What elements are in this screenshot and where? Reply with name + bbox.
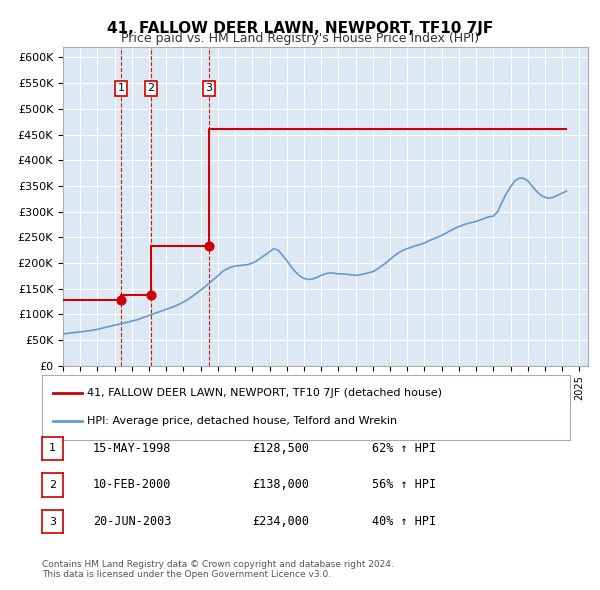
Text: HPI: Average price, detached house, Telford and Wrekin: HPI: Average price, detached house, Telf… (87, 417, 397, 427)
Text: 20-JUN-2003: 20-JUN-2003 (93, 515, 172, 528)
Text: 40% ↑ HPI: 40% ↑ HPI (372, 515, 436, 528)
Text: 3: 3 (205, 83, 212, 93)
Point (204, 241, 214, 250)
Text: 3: 3 (49, 517, 56, 526)
Text: 2: 2 (148, 83, 155, 93)
Text: 56% ↑ HPI: 56% ↑ HPI (372, 478, 436, 491)
Text: 1: 1 (118, 83, 125, 93)
Text: 10-FEB-2000: 10-FEB-2000 (93, 478, 172, 491)
Text: Price paid vs. HM Land Registry's House Price Index (HPI): Price paid vs. HM Land Registry's House … (121, 32, 479, 45)
Text: 15-MAY-1998: 15-MAY-1998 (93, 442, 172, 455)
Text: £234,000: £234,000 (252, 515, 309, 528)
Text: 2: 2 (49, 480, 56, 490)
Point (146, 290, 156, 300)
Point (116, 295, 126, 304)
Text: 1: 1 (49, 444, 56, 453)
Text: 62% ↑ HPI: 62% ↑ HPI (372, 442, 436, 455)
Text: Contains HM Land Registry data © Crown copyright and database right 2024.
This d: Contains HM Land Registry data © Crown c… (42, 560, 394, 579)
Text: £128,500: £128,500 (252, 442, 309, 455)
Text: 41, FALLOW DEER LAWN, NEWPORT, TF10 7JF (detached house): 41, FALLOW DEER LAWN, NEWPORT, TF10 7JF … (87, 388, 442, 398)
Text: £138,000: £138,000 (252, 478, 309, 491)
Text: 41, FALLOW DEER LAWN, NEWPORT, TF10 7JF: 41, FALLOW DEER LAWN, NEWPORT, TF10 7JF (107, 21, 493, 35)
